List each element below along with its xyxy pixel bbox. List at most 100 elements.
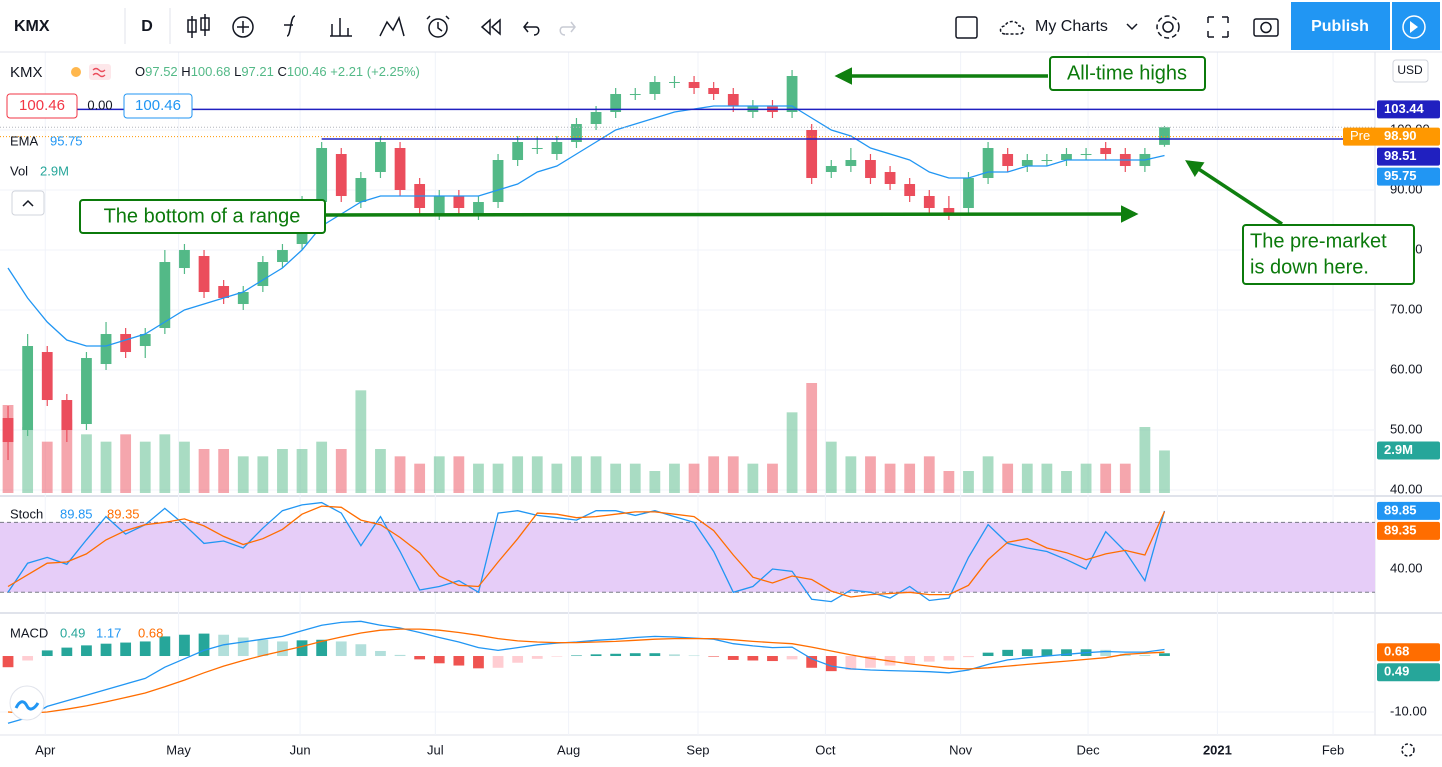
macd-histogram-bar: [453, 656, 465, 666]
candle-body: [1159, 127, 1170, 145]
volume-bar: [22, 427, 34, 493]
macd-histogram-bar: [1139, 654, 1151, 657]
candle-body: [688, 82, 700, 89]
publish-button[interactable]: [1291, 2, 1390, 50]
candle-body: [904, 184, 916, 197]
plot-area: [0, 70, 1375, 724]
volume-bar: [727, 456, 739, 493]
x-tick-label: Apr: [35, 742, 56, 757]
macd-histogram-bar: [237, 637, 249, 657]
candle-body: [22, 346, 34, 431]
volume-bar: [590, 456, 602, 493]
macd-histogram-bar: [198, 633, 210, 657]
interval-button[interactable]: D: [141, 18, 153, 35]
candle-body: [708, 88, 720, 95]
macd-histogram-bar: [571, 655, 582, 657]
x-tick-label: Sep: [686, 742, 709, 757]
macd-histogram-bar: [1100, 649, 1112, 657]
volume-bar: [335, 449, 347, 493]
volume-bar: [218, 449, 230, 493]
volume-bar: [551, 463, 563, 493]
volume-bar: [316, 441, 328, 493]
candle-body: [649, 82, 661, 95]
volume-bar: [237, 456, 249, 493]
toolbar-icons[interactable]: [187, 14, 1279, 39]
candle-body: [41, 352, 53, 401]
price-tag-label: 103.44: [1384, 101, 1425, 116]
macd-value: 1.17: [96, 625, 121, 640]
candle-body: [237, 292, 249, 305]
candle-body: [923, 196, 935, 209]
currency-box[interactable]: [1392, 59, 1429, 83]
y-tick-label: 40.00: [1390, 560, 1423, 575]
macd-histogram-bar: [845, 656, 857, 671]
macd-histogram-bar: [316, 639, 328, 657]
macd-histogram-bar: [1002, 649, 1014, 657]
annotation-box: [1049, 56, 1206, 91]
ema-value: 95.75: [50, 133, 83, 148]
macd-histogram-bar: [257, 639, 269, 657]
x-tick-label: Jun: [290, 742, 311, 757]
symbol-button[interactable]: KMX: [14, 18, 50, 35]
candle-body: [100, 334, 112, 365]
volume-value: 2.9M: [40, 163, 69, 178]
annotation-box: [79, 199, 326, 234]
legend-change: +2.21 (+2.25%): [330, 64, 420, 79]
toolbar: [0, 0, 1442, 52]
price-tag-label: 89.35: [1384, 522, 1417, 537]
legend-value: 100.46: [287, 64, 327, 79]
ask-price: 100.46: [135, 97, 181, 114]
x-tick-label: Dec: [1076, 742, 1100, 757]
price-tag: [1377, 663, 1440, 682]
volume-bar: [453, 456, 465, 493]
macd-histogram-bar: [296, 640, 308, 657]
my-charts[interactable]: My Charts: [1035, 18, 1108, 35]
replay-icon: [1410, 21, 1418, 33]
volume-bar: [375, 449, 386, 493]
settings-icon[interactable]: [1401, 743, 1415, 757]
x-tick-label: 2021: [1203, 742, 1232, 757]
volume-bar: [982, 456, 994, 493]
bid-box: [6, 93, 78, 119]
volume-bar: [747, 463, 759, 493]
volume-bar: [825, 441, 837, 493]
volume-bar: [963, 471, 974, 493]
macd-histogram-bar: [923, 656, 935, 662]
candle-body: [551, 142, 563, 155]
macd-histogram-bar: [139, 641, 151, 657]
candle-body: [198, 256, 210, 293]
candle-body: [884, 172, 896, 185]
volume-bar: [629, 463, 641, 493]
macd-histogram-bar: [629, 653, 641, 657]
macd-histogram-bar: [394, 654, 406, 657]
legend-value: 97.21: [241, 64, 274, 79]
volume-bar: [139, 441, 151, 493]
volume-bar: [159, 434, 171, 493]
x-tick-label: Jul: [427, 742, 444, 757]
volume-bar: [845, 456, 857, 493]
price-tag-name: Pre: [1350, 128, 1370, 143]
volume-bar: [1100, 463, 1112, 493]
stoch-d-value: 89.35: [107, 506, 140, 521]
macd-histogram-bar: [2, 656, 14, 668]
macd-histogram-bar: [473, 656, 484, 669]
macd-histogram-bar: [649, 653, 661, 657]
macd-histogram-bar: [179, 634, 190, 657]
legend-prefix: H: [181, 64, 190, 79]
annotation: All-time highs: [1067, 62, 1187, 84]
volume-bar: [923, 456, 935, 493]
volume-bar: [884, 463, 896, 493]
macd-histogram-bar: [1159, 653, 1170, 657]
candle-body: [727, 94, 739, 107]
volume-bar: [904, 463, 916, 493]
macd-histogram-bar: [767, 656, 778, 662]
legend-value: 97.52: [145, 64, 178, 79]
logo[interactable]: [9, 685, 45, 721]
price-tag-label: 98.90: [1384, 128, 1417, 143]
macd-histogram-bar: [22, 656, 34, 661]
legend-prefix: C: [277, 64, 286, 79]
candle-body: [355, 178, 367, 203]
volume-bar: [61, 419, 73, 493]
price-tag-label: 95.75: [1384, 168, 1417, 183]
collapse-button[interactable]: [11, 190, 45, 216]
